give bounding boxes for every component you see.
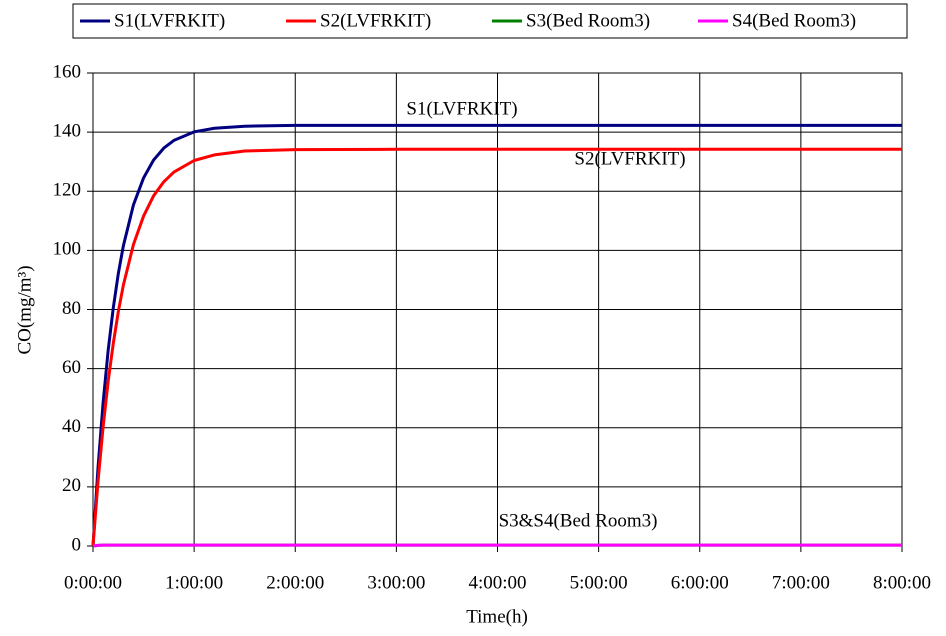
x-tick-label: 0:00:00 bbox=[64, 572, 122, 593]
y-tick-label: 0 bbox=[72, 534, 82, 555]
series-line bbox=[91, 123, 902, 547]
x-tick-label: 2:00:00 bbox=[266, 572, 324, 593]
y-axis-label: CO(mg/m³) bbox=[14, 265, 35, 354]
legend-label: S3(Bed Room3) bbox=[526, 10, 650, 31]
x-tick-label: 8:00:00 bbox=[873, 572, 931, 593]
legend-label: S1(LVFRKIT) bbox=[114, 10, 225, 31]
legend-label: S4(Bed Room3) bbox=[732, 10, 856, 31]
y-tick-label: 20 bbox=[62, 475, 81, 496]
y-tick-label: 100 bbox=[53, 239, 82, 260]
legend-box bbox=[72, 3, 908, 39]
y-tick-label: 160 bbox=[53, 61, 82, 82]
x-tick-label: 3:00:00 bbox=[367, 572, 425, 593]
x-tick-label: 1:00:00 bbox=[165, 572, 223, 593]
series-line bbox=[92, 543, 902, 548]
x-tick-label: 6:00:00 bbox=[671, 572, 729, 593]
legend-label: S2(LVFRKIT) bbox=[320, 10, 431, 31]
y-tick-label: 40 bbox=[62, 416, 81, 437]
annotation: S1(LVFRKIT) bbox=[406, 98, 517, 119]
y-tick-label: 140 bbox=[53, 120, 82, 141]
x-tick-label: 7:00:00 bbox=[772, 572, 830, 593]
x-tick-label: 4:00:00 bbox=[468, 572, 526, 593]
x-tick-label: 5:00:00 bbox=[570, 572, 628, 593]
series-line bbox=[91, 147, 902, 547]
y-tick-label: 120 bbox=[53, 180, 82, 201]
y-tick-label: 60 bbox=[62, 357, 81, 378]
y-tick-label: 80 bbox=[62, 298, 81, 319]
annotation: S3&S4(Bed Room3) bbox=[499, 510, 658, 531]
x-axis-label: Time(h) bbox=[466, 606, 528, 627]
annotation: S2(LVFRKIT) bbox=[574, 148, 685, 169]
